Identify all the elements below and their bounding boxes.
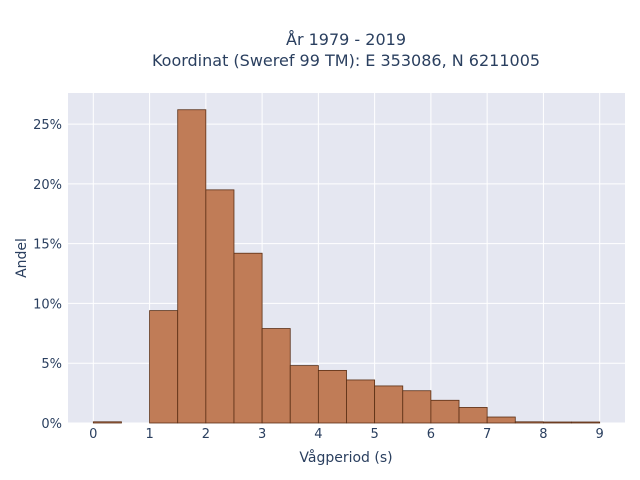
y-tick-label: 5% — [41, 357, 62, 372]
x-ticks: 0 1 2 3 4 5 6 7 8 9 — [89, 427, 604, 442]
x-tick-label: 7 — [483, 427, 491, 442]
x-axis-title: Vågperiod (s) — [299, 449, 392, 466]
x-tick-label: 1 — [145, 427, 153, 442]
histogram-bar — [543, 421, 572, 424]
histogram-bar — [317, 369, 347, 424]
histogram-bar — [261, 328, 291, 424]
y-tick-label: 0% — [41, 417, 62, 432]
histogram-bar — [149, 310, 179, 424]
x-tick-label: 4 — [314, 427, 322, 442]
x-tick-label: 5 — [370, 427, 378, 442]
histogram-bar — [374, 385, 404, 424]
histogram-bar — [205, 189, 235, 424]
histogram-bar — [430, 399, 460, 424]
histogram-bar — [402, 390, 432, 424]
x-tick-label: 3 — [258, 427, 266, 442]
histogram-bar — [289, 365, 319, 424]
histogram-bar — [458, 407, 488, 424]
y-ticks: 0% 5% 10% 15% 20% 25% — [33, 118, 62, 432]
x-tick-label: 6 — [427, 427, 435, 442]
chart-title-line1: År 1979 - 2019 — [286, 30, 406, 49]
y-tick-label: 25% — [33, 118, 62, 133]
bars — [92, 109, 601, 424]
x-tick-label: 9 — [596, 427, 604, 442]
x-tick-label: 0 — [89, 427, 97, 442]
y-tick-label: 10% — [33, 297, 62, 312]
histogram-bar — [514, 421, 544, 424]
histogram-bar — [346, 379, 376, 424]
x-tick-label: 2 — [202, 427, 210, 442]
y-axis-title: Andel — [14, 238, 30, 278]
histogram-bar — [92, 421, 122, 424]
histogram-bar — [233, 252, 263, 424]
y-tick-label: 15% — [33, 238, 62, 253]
histogram-bar — [571, 421, 601, 424]
histogram-bar — [486, 416, 516, 424]
y-tick-label: 20% — [33, 178, 62, 193]
chart-title-line2: Koordinat (Sweref 99 TM): E 353086, N 62… — [152, 51, 540, 70]
histogram-bar — [177, 109, 207, 424]
x-tick-label: 8 — [539, 427, 547, 442]
